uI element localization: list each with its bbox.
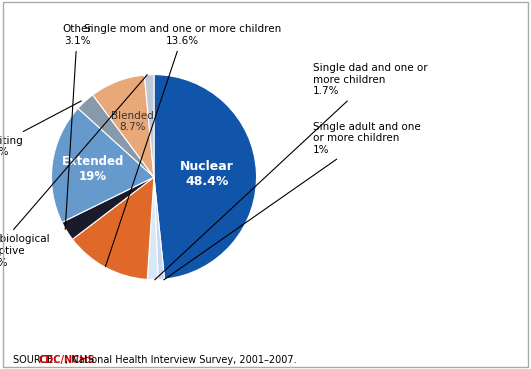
Wedge shape — [147, 177, 158, 280]
Text: Unmarried biological
or adoptive
1.5%: Unmarried biological or adoptive 1.5% — [0, 75, 147, 268]
Wedge shape — [144, 75, 154, 177]
Wedge shape — [62, 177, 154, 239]
Wedge shape — [93, 75, 154, 177]
Text: Blended
8.7%: Blended 8.7% — [112, 111, 154, 132]
Wedge shape — [52, 108, 154, 223]
Text: SOURCE:: SOURCE: — [13, 355, 60, 365]
Text: Single dad and one or
more children
1.7%: Single dad and one or more children 1.7% — [155, 63, 427, 280]
Text: Cohabiting
3.1%: Cohabiting 3.1% — [0, 101, 81, 157]
Text: Extended
19%: Extended 19% — [62, 155, 124, 183]
Text: Single adult and one
or more children
1%: Single adult and one or more children 1% — [164, 121, 421, 280]
Text: Single mom and one or more children
13.6%: Single mom and one or more children 13.6… — [84, 24, 281, 267]
Text: Other
3.1%: Other 3.1% — [62, 24, 92, 230]
Text: , National Health Interview Survey, 2001–2007.: , National Health Interview Survey, 2001… — [65, 355, 296, 365]
Text: Nuclear
48.4%: Nuclear 48.4% — [181, 161, 234, 188]
Wedge shape — [78, 95, 154, 177]
Wedge shape — [72, 177, 154, 279]
Text: CDC/NCHS: CDC/NCHS — [38, 355, 95, 365]
Wedge shape — [154, 75, 256, 279]
Wedge shape — [154, 177, 165, 280]
